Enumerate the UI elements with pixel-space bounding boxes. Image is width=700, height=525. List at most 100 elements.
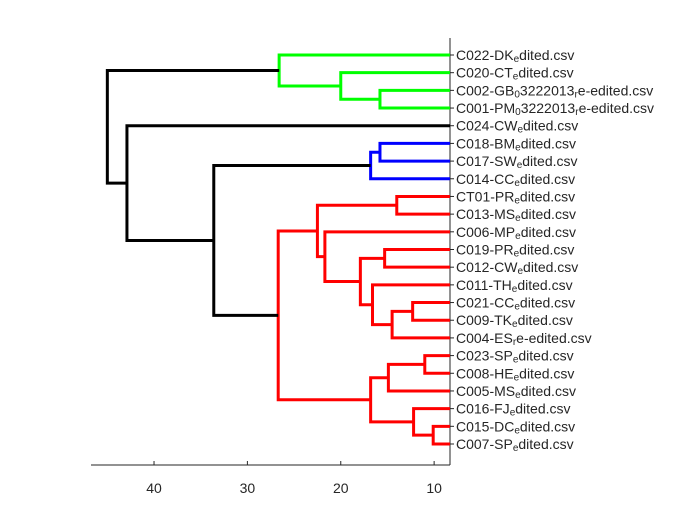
dendrogram-links [105, 53, 450, 446]
leaf-label-base: C016-FJ [456, 401, 510, 417]
leaf-label-base: C021-CC [456, 295, 514, 311]
leaf-label-rest: dited.csv [521, 383, 576, 399]
leaf-labels: C022-DKedited.csvC020-CTedited.csvC002-G… [450, 47, 654, 454]
leaf-label-base: CT01-PR [456, 188, 514, 204]
leaf-label-base: C012-CW [456, 259, 518, 275]
leaf-label-sub: e [513, 443, 519, 454]
leaf-label-base: C022-DK [456, 47, 514, 63]
dendrogram-link-red [371, 283, 450, 327]
leaf-label-rest2: e-edited.csv [578, 82, 653, 98]
leaf-label-base: C011-TH [456, 277, 512, 293]
leaf-label-sub2: r [574, 89, 578, 100]
leaf-label-rest: 3222013 [520, 82, 575, 98]
leaf-label-base: C005-MS [456, 383, 515, 399]
dendrogram-link-black [125, 124, 450, 242]
x-ticks: 40 30 20 10 [146, 461, 442, 496]
dendrogram-link-red [411, 301, 450, 322]
dendrogram-link-red [431, 424, 450, 446]
dendrogram-link-green [339, 71, 450, 101]
leaf-label-rest2: e-edited.csv [579, 100, 654, 116]
leaf-label-base: C006-MP [456, 224, 515, 240]
leaf-label: C011-THedited.csv [456, 277, 573, 295]
leaf-label-base: C007-SP [456, 436, 513, 452]
dendrogram-link-red [369, 376, 414, 424]
leaf-label-sub: e [517, 266, 523, 277]
leaf-label: C016-FJedited.csv [456, 401, 571, 419]
leaf-label-rest: dited.csv [519, 365, 574, 381]
leaf-label-sub: e [517, 160, 523, 171]
leaf-label-sub: e [514, 425, 520, 436]
leaf-label-base: C004-ES [456, 330, 513, 346]
leaf-label-rest: dited.csv [522, 153, 577, 169]
leaf-label-rest: dited.csv [519, 242, 574, 258]
leaf-label-sub: e [512, 319, 518, 330]
leaf-label-base: C019-PR [456, 242, 514, 258]
leaf-label-rest: dited.csv [515, 401, 570, 417]
leaf-label-sub: 0 [515, 107, 521, 118]
leaf-label: C008-HEedited.csv [456, 365, 574, 383]
leaf-label: C007-SPedited.csv [456, 436, 574, 454]
leaf-label-base: C002-GB [456, 82, 514, 98]
x-tick-label: 20 [333, 480, 349, 496]
leaf-label: C017-SWedited.csv [456, 153, 578, 171]
dendrogram-link-blue [369, 150, 450, 181]
leaf-label-sub: e [513, 72, 519, 83]
leaf-label-rest: dited.csv [518, 312, 573, 328]
dendrogram-link-red [390, 309, 450, 340]
leaf-label-sub: e [515, 142, 521, 153]
leaf-label-sub: e [515, 231, 521, 242]
leaf-label-sub: e [514, 178, 520, 189]
leaf-label-sub: e [515, 390, 521, 401]
leaf-label-rest: dited.csv [519, 47, 574, 63]
leaf-label-base: C015-DC [456, 418, 514, 434]
leaf-label: C018-BMedited.csv [456, 135, 576, 153]
leaf-label-sub: 0 [514, 89, 520, 100]
leaf-label: C013-MSedited.csv [456, 206, 576, 224]
leaf-label-sub: e [510, 408, 516, 419]
leaf-label-rest: dited.csv [518, 65, 573, 81]
leaf-label-sub: e [514, 372, 520, 383]
leaf-label-sub: e [515, 213, 521, 224]
dendrogram-link-red [358, 256, 385, 307]
leaf-label-sub: r [513, 337, 517, 348]
leaf-label-sub: e [514, 249, 520, 260]
leaf-label-sub: e [514, 54, 520, 65]
leaf-label-sub: e [512, 284, 518, 295]
leaf-label: C020-CTedited.csv [456, 65, 574, 83]
dendrogram-link-blue [378, 141, 450, 163]
x-tick-label: 10 [426, 480, 442, 496]
leaf-label: C005-MSedited.csv [456, 383, 576, 401]
leaf-label-sub2: r [575, 107, 579, 118]
leaf-label-rest: dited.csv [523, 118, 578, 134]
leaf-label-base: C001-PM [456, 100, 515, 116]
leaf-label-sub: e [514, 195, 520, 206]
leaf-label: C015-DCedited.csv [456, 418, 575, 436]
leaf-label-base: C020-CT [456, 65, 513, 81]
dendrogram-link-red [276, 229, 371, 402]
dendrogram-link-black [212, 164, 371, 317]
leaf-label: C002-GB03222013re-edited.csv [456, 82, 653, 100]
x-tick-label: 40 [146, 480, 162, 496]
dendrogram-link-green [277, 53, 450, 88]
leaf-label: C012-CWedited.csv [456, 259, 578, 277]
leaf-label: C001-PM03222013re-edited.csv [456, 100, 654, 118]
leaf-label: C024-CWedited.csv [456, 118, 578, 136]
leaf-label: C009-TKedited.csv [456, 312, 573, 330]
leaf-label-sub: e [514, 302, 520, 313]
leaf-label: CT01-PRedited.csv [456, 188, 575, 206]
leaf-label-rest: dited.csv [521, 206, 576, 222]
leaf-label-rest: dited.csv [520, 188, 575, 204]
leaf-label-base: C009-TK [456, 312, 513, 328]
leaf-label-rest: dited.csv [518, 436, 573, 452]
leaf-label: C004-ESre-edited.csv [456, 330, 592, 348]
leaf-label-base: C008-HE [456, 365, 514, 381]
dendrogram-link-green [378, 88, 450, 110]
leaf-label-rest: dited.csv [521, 224, 576, 240]
leaf-label: C014-CCedited.csv [456, 171, 575, 189]
dendrogram-link-red [383, 248, 450, 269]
leaf-label-base: C014-CC [456, 171, 514, 187]
dendrogram-link-red [395, 194, 450, 216]
dendrogram-link-red [423, 354, 450, 375]
leaf-label-rest: 3222013 [521, 100, 576, 116]
